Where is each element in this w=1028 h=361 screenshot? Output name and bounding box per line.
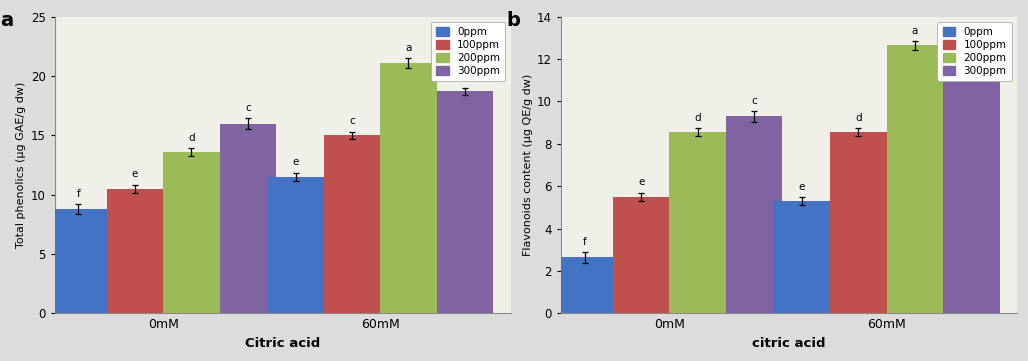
- Bar: [220, 123, 277, 313]
- Bar: [669, 132, 726, 313]
- Text: f: f: [76, 189, 80, 199]
- Bar: [943, 55, 999, 313]
- Bar: [831, 132, 886, 313]
- Text: e: e: [132, 169, 138, 179]
- Text: b: b: [968, 35, 975, 45]
- Legend: 0ppm, 100ppm, 200ppm, 300ppm: 0ppm, 100ppm, 200ppm, 300ppm: [431, 22, 506, 81]
- Bar: [726, 116, 782, 313]
- Text: d: d: [188, 133, 194, 143]
- Bar: [163, 152, 220, 313]
- Bar: [556, 257, 613, 313]
- Text: d: d: [855, 113, 861, 123]
- Text: b: b: [506, 11, 520, 30]
- Bar: [380, 63, 437, 313]
- Bar: [886, 45, 943, 313]
- Bar: [267, 177, 324, 313]
- Text: c: c: [751, 96, 757, 106]
- X-axis label: citric acid: citric acid: [752, 337, 825, 350]
- Bar: [50, 209, 107, 313]
- Text: e: e: [638, 177, 645, 187]
- Text: d: d: [694, 113, 701, 123]
- Text: e: e: [292, 157, 299, 168]
- Bar: [613, 197, 669, 313]
- Y-axis label: Total phenolics (μg GAE/g dw): Total phenolics (μg GAE/g dw): [16, 82, 27, 248]
- Text: a: a: [405, 43, 411, 53]
- Text: a: a: [0, 11, 13, 30]
- Text: a: a: [912, 26, 918, 36]
- Bar: [774, 201, 831, 313]
- Bar: [437, 91, 493, 313]
- Bar: [324, 135, 380, 313]
- X-axis label: Citric acid: Citric acid: [245, 337, 320, 350]
- Text: c: c: [350, 117, 355, 126]
- Legend: 0ppm, 100ppm, 200ppm, 300ppm: 0ppm, 100ppm, 200ppm, 300ppm: [938, 22, 1012, 81]
- Text: b: b: [462, 73, 468, 83]
- Y-axis label: Flavonoids content (μg QE/g dw): Flavonoids content (μg QE/g dw): [522, 74, 533, 256]
- Text: f: f: [583, 237, 587, 247]
- Text: c: c: [245, 103, 251, 113]
- Bar: [107, 189, 163, 313]
- Text: e: e: [799, 182, 805, 192]
